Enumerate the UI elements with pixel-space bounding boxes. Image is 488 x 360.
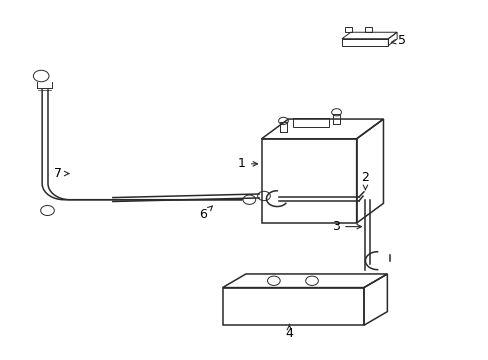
Text: 3: 3 (331, 220, 361, 233)
Text: 5: 5 (390, 34, 405, 48)
Text: 2: 2 (361, 171, 368, 190)
Bar (341, 39, 387, 45)
Bar (345, 27, 351, 32)
Text: 7: 7 (54, 167, 69, 180)
Bar (364, 27, 371, 32)
Bar (261, 139, 356, 223)
Bar (222, 288, 363, 325)
Text: 6: 6 (199, 206, 212, 221)
Bar (293, 118, 329, 127)
Text: 1: 1 (238, 157, 257, 170)
Text: 4: 4 (285, 324, 293, 340)
